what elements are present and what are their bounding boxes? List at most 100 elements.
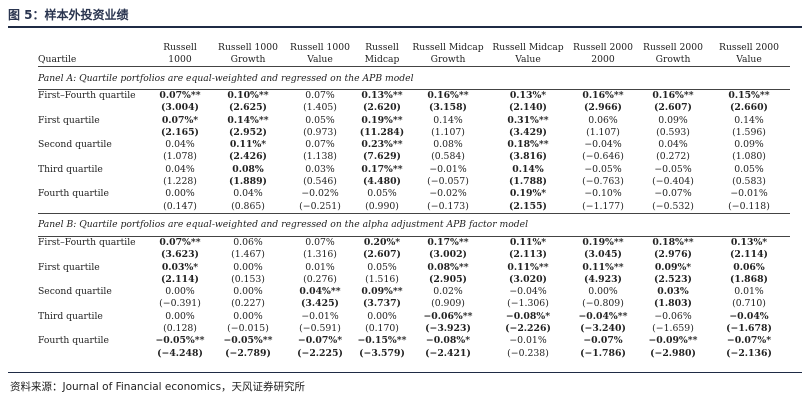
value-cell: 0.13%* (730, 236, 768, 248)
tstat-cell: (3.045) (584, 249, 622, 261)
tstat-cell: (1.107) (431, 126, 465, 138)
value-cell: −0.06% (654, 310, 692, 322)
value-cell: 0.00% (233, 261, 263, 273)
bottom-rule (8, 372, 802, 373)
value-cell: 0.01% (305, 261, 335, 273)
value-cell: 0.14% (512, 163, 544, 175)
row-label: First quartile (38, 261, 100, 273)
value-cell: −0.01% (509, 335, 547, 347)
tstat-cell: (−2.136) (726, 347, 772, 359)
tstat-cell: (3.158) (429, 102, 467, 114)
header-quartile: Quartile (38, 40, 148, 67)
tstat-cell: (−0.809) (582, 298, 624, 310)
value-cell: 0.09%** (361, 286, 403, 298)
tstat-cell: (−3.579) (359, 347, 405, 359)
tstat-cell: (0.583) (732, 176, 766, 188)
row-label: Third quartile (38, 163, 103, 175)
value-cell: 0.04% (658, 139, 688, 151)
tstat-cell: (−2.421) (425, 347, 471, 359)
tstat-cell: (0.584) (431, 151, 465, 163)
tstat-cell: (−0.173) (427, 200, 469, 212)
tstat-cell: (−0.057) (427, 176, 469, 188)
panel-row: Panel B: Quartile portfolios are equal-w… (38, 212, 790, 237)
header-line2: Growth (230, 54, 266, 65)
tstat-cell: (−2.225) (297, 347, 343, 359)
tstat-cell: (0.153) (231, 273, 265, 285)
tstat-row: (0.147) (0.865) (−0.251) (0.990) (−0.173) (2.… (38, 201, 790, 214)
header-line2: Quartile (38, 54, 77, 65)
tstat-cell: (0.272) (656, 151, 690, 163)
blank-cell (38, 127, 148, 139)
tstat-cell: (0.990) (365, 200, 399, 212)
value-cell: 0.09% (658, 114, 688, 126)
blank-cell (38, 348, 148, 360)
value-cell: 0.05% (305, 114, 335, 126)
panel-title: Panel A: Quartile portfolios are equal-w… (38, 66, 790, 90)
value-cell: 0.07% (305, 236, 335, 248)
value-cell: 0.07% (305, 90, 335, 101)
header-col: Russell 1000 (148, 40, 212, 67)
value-cell: 0.14%** (227, 114, 269, 126)
tstat-cell: (0.128) (163, 323, 197, 335)
tstat-cell: (3.816) (509, 151, 547, 163)
table-row: Fourth quartile −0.05%** −0.05%** −0.07%* −0… (38, 335, 790, 347)
tstat-cell: (−0.763) (582, 176, 624, 188)
value-cell: 0.04% (233, 188, 263, 200)
value-cell: −0.09%** (648, 335, 698, 347)
tstat-cell: (1.516) (365, 273, 399, 285)
tstat-cell: (0.973) (303, 126, 337, 138)
value-cell: −0.08%* (505, 310, 551, 322)
source-note: 资料来源：Journal of Financial economics，天风证券… (10, 381, 306, 393)
tstat-cell: (−2.980) (650, 347, 696, 359)
tstat-cell: (1.405) (303, 102, 337, 114)
tstat-cell: (1.868) (730, 273, 768, 285)
value-cell: 0.13%** (361, 90, 403, 101)
value-cell: 0.11%** (507, 261, 549, 273)
blank-cell (38, 249, 148, 261)
tstat-cell: (2.952) (229, 126, 267, 138)
value-cell: 0.07%** (159, 90, 201, 101)
tstat-cell: (2.155) (509, 200, 547, 212)
header-col: Russell 2000 2000 (568, 40, 638, 67)
header-line2: Value (515, 54, 541, 65)
header-line2: Value (736, 54, 762, 65)
value-cell: −0.07% (583, 335, 623, 347)
tstat-cell: (3.425) (301, 298, 339, 310)
value-cell: 0.08% (433, 139, 463, 151)
row-label: Fourth quartile (38, 188, 109, 200)
value-cell: 0.06% (733, 261, 765, 273)
blank-cell (38, 151, 148, 163)
value-cell: 0.11%* (509, 236, 547, 248)
tstat-row: (3.004) (2.625) (1.405) (2.620) (3.158) (2.14… (38, 102, 790, 114)
table-row: First–Fourth quartile 0.07%** 0.10%** 0.07%… (38, 90, 790, 103)
top-rule (8, 26, 802, 28)
value-cell: 0.02% (433, 286, 463, 298)
tstat-cell: (0.546) (303, 176, 337, 188)
header-line2: Value (307, 54, 333, 65)
row-label: Fourth quartile (38, 335, 109, 347)
tstat-row: (−4.248) (−2.789) (−2.225) (−3.579) (−2.421)… (38, 348, 790, 360)
blank-cell (38, 201, 148, 214)
table-row: Second quartile 0.04% 0.11%* 0.07% 0.23%** 0.… (38, 139, 790, 151)
tstat-row: (2.165) (2.952) (0.973) (11.284) (1.107) (3.4… (38, 127, 790, 139)
header-col: Russell 1000 Growth (212, 40, 284, 67)
tstat-cell: (1.889) (229, 176, 267, 188)
tstat-cell: (−1.678) (726, 323, 772, 335)
tstat-cell: (−2.226) (505, 323, 551, 335)
tstat-cell: (1.107) (586, 126, 620, 138)
tstat-row: (−0.391) (0.227) (3.425) (3.737) (0.909) (−1.… (38, 298, 790, 310)
header-line2: 1000 (168, 54, 192, 65)
value-cell: 0.00% (165, 286, 195, 298)
row-label: First–Fourth quartile (38, 90, 136, 101)
tstat-cell: (2.620) (363, 102, 401, 114)
tstat-cell: (3.002) (429, 249, 467, 261)
tstat-cell: (2.607) (654, 102, 692, 114)
tstat-cell: (−0.591) (299, 323, 341, 335)
value-cell: 0.06% (233, 236, 263, 248)
value-cell: −0.05% (654, 163, 692, 175)
value-cell: 0.14% (734, 114, 764, 126)
tstat-cell: (4.923) (584, 273, 622, 285)
tstat-row: (1.228) (1.889) (0.546) (4.480) (−0.057) (1.7… (38, 176, 790, 188)
header-col: Russell Midcap Growth (408, 40, 488, 67)
value-cell: 0.13%* (509, 90, 547, 101)
